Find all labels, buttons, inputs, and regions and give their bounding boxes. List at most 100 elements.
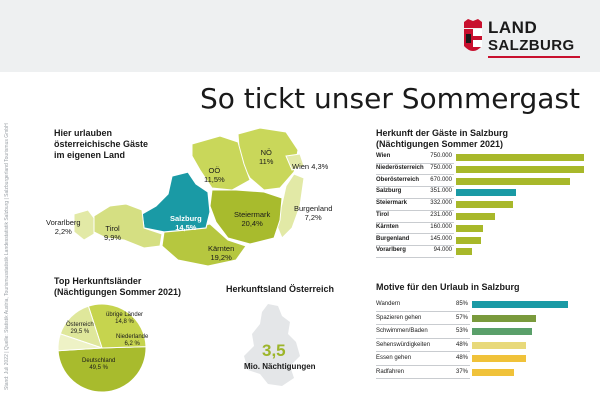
origin-bar-value: 351.000: [430, 188, 452, 195]
pie-label-name: Deutschland: [82, 358, 116, 364]
logo-line-2: SALZBURG: [488, 37, 575, 54]
map-label-salzburg: Salzburg 14,5%: [170, 214, 202, 232]
origin-bar-value: 332.000: [430, 200, 452, 207]
motive-bar-value: 37%: [455, 368, 468, 375]
pie-label-deutschland: Deutschland 49,5 %: [82, 358, 115, 372]
pie-chart-subtitle: (Nächtigungen Sommer 2021): [54, 287, 182, 297]
origin-bar-label: Tirol: [376, 212, 389, 218]
map-label-name: Wien: [292, 162, 310, 171]
origin-bar-label: Steiermark: [376, 200, 408, 207]
map-label-value: 4,3%: [311, 162, 329, 171]
map-region-steiermark: [209, 189, 283, 245]
origin-bar: [456, 224, 484, 232]
map-label-name: Vorarlberg: [46, 218, 81, 227]
origin-chart-title: Herkunft der Gäste in Salzburg: [376, 128, 509, 138]
logo-line-1: LAND: [488, 18, 538, 37]
origin-bar-row: Steiermark 332.000: [376, 199, 586, 211]
motive-bar-row: Schwimmen/Baden 53%: [376, 325, 586, 339]
origin-bar-label: Vorarlberg: [376, 247, 406, 254]
pie-label-name: übrige Länder: [106, 312, 144, 318]
map-label-value: 2,2%: [54, 227, 72, 236]
map-label-name: NÖ: [260, 148, 272, 157]
land-salzburg-logo[interactable]: LAND SALZBURG: [462, 16, 582, 60]
motive-bar-row: Essen gehen 48%: [376, 352, 586, 366]
map-heading-line: im eigenen Land: [54, 150, 126, 160]
motive-bar-label: Radfahren: [376, 368, 405, 375]
origin-bar: [456, 154, 584, 161]
map-label-name: Tirol: [105, 224, 120, 233]
row-divider: [376, 351, 470, 352]
page-title: So tickt unser Sommergast: [200, 82, 580, 115]
pie-label-value: 49,5 %: [89, 365, 109, 371]
origin-bar: [456, 213, 496, 220]
motive-bar-label: Spazieren gehen: [376, 314, 422, 321]
map-label-value: 11,5%: [204, 175, 225, 184]
origin-bar-row: Salzburg 351.000: [376, 187, 586, 199]
pie-slice: [57, 333, 103, 352]
coat-of-arms-icon: [464, 19, 482, 51]
pie-chart-heading: Top Herkunftsländer (Nächtigungen Sommer…: [54, 276, 181, 298]
motive-bar-label: Essen gehen: [376, 355, 412, 361]
row-divider: [376, 256, 454, 258]
row-divider: [376, 174, 454, 176]
logo-rule: [488, 56, 580, 58]
row-divider: [376, 310, 470, 312]
pie-chart-title: Top Herkunftsländer: [54, 276, 142, 286]
row-divider: [376, 162, 454, 164]
motive-bar-value: 85%: [455, 301, 468, 307]
pie-label-value: 14,8 %: [115, 319, 134, 325]
motive-bar: [472, 355, 527, 362]
origin-bar: [456, 177, 571, 185]
map-label-ooe: OÖ 11,5%: [204, 166, 225, 184]
pie-label-uebrige: übrige Länder 14,8 %: [106, 312, 143, 326]
map-label-name: Kärnten: [208, 244, 235, 253]
origin-bar-value: 750.000: [430, 153, 452, 159]
motive-bar-value: 48%: [455, 341, 468, 348]
pie-label-name: Niederlande: [116, 334, 149, 340]
map-region-burgenland: [275, 173, 305, 239]
row-divider: [376, 209, 454, 211]
austria-box-caption: Mio. Nächtigungen: [244, 362, 316, 371]
row-divider: [376, 378, 470, 379]
row-divider: [376, 324, 470, 325]
austria-map: [73, 127, 305, 267]
row-divider: [376, 186, 454, 188]
origin-bar: [456, 248, 473, 256]
pie-label-oesterreich: Österreich 29,5 %: [66, 322, 94, 336]
origin-bar-label: Kärnten: [376, 223, 399, 230]
origin-bar-value: 160.000: [430, 223, 452, 230]
pie-label-name: Österreich: [66, 322, 94, 328]
origin-bar-row: Vorarlberg 94.000: [376, 246, 586, 258]
motive-bar: [472, 301, 568, 308]
origin-bar: [456, 189, 516, 197]
motive-bar-value: 53%: [455, 328, 468, 334]
map-label-steiermark: Steiermark 20,4%: [234, 210, 270, 228]
map-region-wien: [285, 153, 305, 171]
origin-pie-chart: [57, 303, 147, 393]
pie-slice: [87, 303, 147, 349]
origin-bar-label: Salzburg: [376, 188, 402, 195]
motive-bar-label: Wandern: [376, 301, 401, 307]
motive-bar-row: Sehenswürdigkeiten 48%: [376, 339, 586, 352]
row-divider: [376, 337, 470, 339]
map-label-vorarlberg: Vorarlberg 2,2%: [46, 218, 81, 236]
origin-bar-row: Oberösterreich 670.000: [376, 176, 586, 188]
map-label-name: Steiermark: [234, 210, 271, 219]
motive-bar: [472, 328, 532, 335]
origin-bar-row: Burgenland 145.000: [376, 235, 586, 247]
motive-bar-row: Spazieren gehen 57%: [376, 312, 586, 325]
origin-bar-row: Tirol 231.000: [376, 211, 586, 223]
map-label-wien: Wien 4,3%: [292, 162, 328, 171]
map-region-tirol: [93, 203, 163, 249]
origin-chart-subtitle: (Nächtigungen Sommer 2021): [376, 139, 504, 149]
pie-slice: [57, 346, 147, 393]
map-region-ooe: [191, 135, 251, 191]
map-label-burgenland: Burgenland 7,2%: [294, 204, 332, 222]
origin-bar-label: Niederösterreich: [376, 164, 424, 171]
origin-bar-value: 750.000: [430, 164, 452, 171]
map-label-name: Burgenland: [294, 204, 333, 213]
origin-bar-row: Kärnten 160.000: [376, 223, 586, 235]
austria-box-value: 3,5: [262, 341, 286, 360]
map-label-value: 11%: [259, 157, 274, 166]
source-note: Stand: Juli 2022 | Quelle: Statistik Aus…: [4, 123, 10, 390]
